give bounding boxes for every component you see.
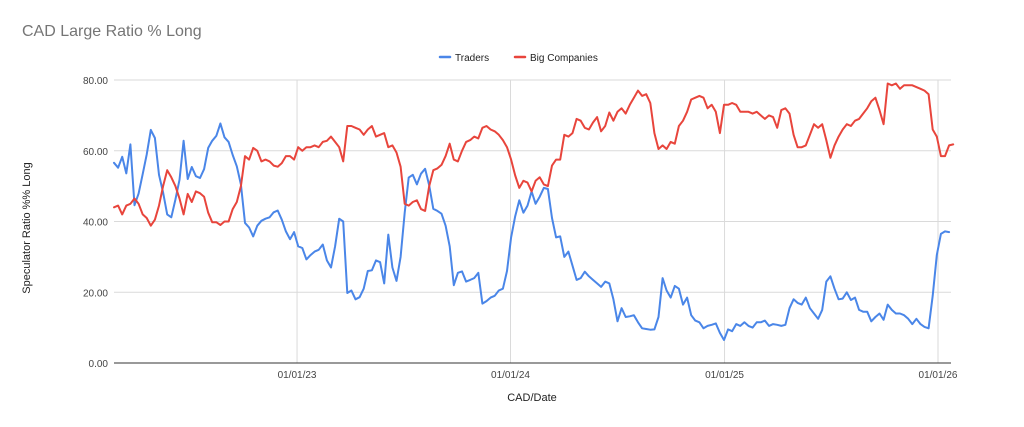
legend-label: Traders bbox=[455, 53, 489, 64]
gridlines bbox=[114, 79, 951, 363]
x-axis-label: CAD/Date bbox=[507, 392, 557, 404]
x-tick-label: 01/01/25 bbox=[705, 370, 744, 381]
x-axis-ticks: 01/01/23 01/01/24 01/01/25 01/01/26 bbox=[278, 370, 958, 381]
y-axis-ticks: 0.00 20.00 40.00 60.00 80.00 bbox=[83, 76, 108, 370]
chart-title: CAD Large Ratio % Long bbox=[22, 23, 202, 40]
y-tick-label: 0.00 bbox=[89, 359, 109, 370]
series-line-traders bbox=[113, 122, 951, 341]
y-tick-label: 40.00 bbox=[83, 218, 108, 229]
legend-label: Big Companies bbox=[530, 53, 598, 64]
x-tick-label: 01/01/23 bbox=[278, 370, 317, 381]
legend: Traders Big Companies bbox=[438, 53, 598, 64]
series-layer bbox=[113, 82, 955, 341]
y-tick-label: 80.00 bbox=[83, 76, 108, 87]
series-line-big-companies bbox=[113, 82, 955, 227]
x-tick-label: 01/01/24 bbox=[491, 370, 530, 381]
y-axis-label: Speculator Ratio %% Long bbox=[21, 162, 33, 293]
y-tick-label: 20.00 bbox=[83, 288, 108, 299]
y-tick-label: 60.00 bbox=[83, 147, 108, 158]
x-tick-label: 01/01/26 bbox=[919, 370, 958, 381]
